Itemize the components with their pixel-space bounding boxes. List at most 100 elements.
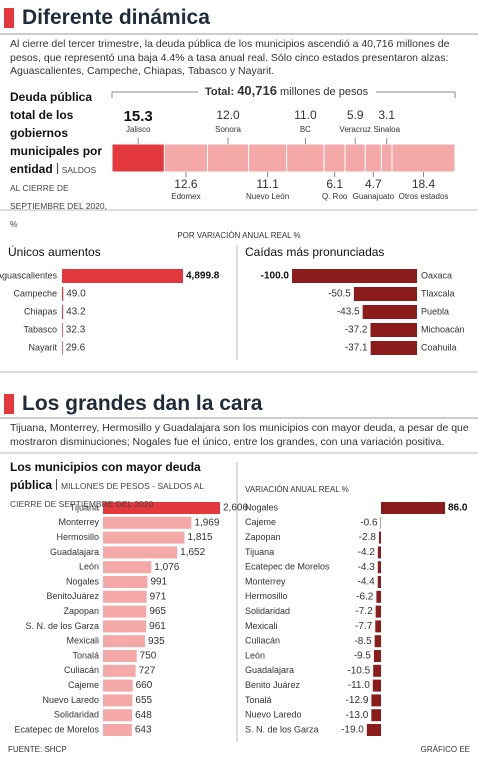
value-label: 1,815 bbox=[187, 532, 212, 543]
bar bbox=[103, 679, 133, 692]
bar bbox=[381, 502, 445, 514]
value-label: 5.9 bbox=[347, 108, 364, 122]
value-label: -13.0 bbox=[346, 710, 369, 721]
value-label: 991 bbox=[150, 577, 167, 588]
value-label: -0.6 bbox=[360, 517, 378, 528]
value-label: 727 bbox=[139, 665, 156, 676]
segment bbox=[344, 143, 366, 173]
category-label: Tabasco bbox=[23, 324, 57, 334]
bar bbox=[103, 620, 147, 633]
category-label: Solidaridad bbox=[245, 606, 290, 616]
segment bbox=[391, 143, 456, 173]
category-label: S. N. de los Garza bbox=[25, 621, 99, 631]
note: POR VARIACIÓN ANUAL REAL % bbox=[177, 231, 300, 240]
category-label: Nuevo León bbox=[246, 192, 289, 201]
bar bbox=[103, 576, 148, 588]
value-label: -4.4 bbox=[357, 577, 375, 588]
bracket-gap bbox=[198, 84, 376, 100]
category-label: León bbox=[245, 650, 265, 660]
chart-title: Deuda pública total de los gobiernos mun… bbox=[10, 90, 103, 176]
value-label: 6.1 bbox=[326, 177, 343, 191]
bar bbox=[103, 531, 185, 544]
value-label: -7.2 bbox=[355, 606, 373, 617]
value-label: 2,606 bbox=[223, 503, 248, 514]
bar bbox=[371, 694, 381, 707]
category-label: Tonalá bbox=[72, 650, 99, 660]
bar bbox=[378, 531, 381, 544]
bar bbox=[103, 709, 133, 722]
value-label: 4.7 bbox=[365, 177, 382, 191]
bar bbox=[292, 269, 417, 283]
bar bbox=[353, 287, 417, 301]
category-label: Puebla bbox=[421, 306, 449, 316]
category-label: Nogales bbox=[66, 576, 100, 586]
category-label: BenitoJuárez bbox=[46, 591, 99, 601]
category-label: Mexicali bbox=[245, 621, 278, 631]
value-label: 11.1 bbox=[256, 177, 279, 191]
segment bbox=[380, 143, 393, 173]
category-label: Q. Roo bbox=[322, 192, 348, 201]
category-label: Nuevo Laredo bbox=[245, 710, 302, 720]
value-label: -10.5 bbox=[347, 665, 370, 676]
credit: GRÁFICO EE bbox=[421, 745, 470, 754]
chart-heading: Los municipios con mayor deuda pública MI… bbox=[10, 458, 232, 512]
section-title: Diferente dinámica bbox=[22, 6, 210, 29]
value-label: 32.3 bbox=[66, 325, 86, 336]
segment bbox=[364, 143, 382, 173]
category-label: León bbox=[79, 562, 99, 572]
category-label: BC bbox=[300, 125, 311, 134]
bar bbox=[373, 664, 381, 677]
category-label: Guadalajara bbox=[245, 665, 294, 675]
value-label: -37.2 bbox=[345, 325, 368, 336]
total-unit: millones de pesos bbox=[280, 86, 369, 98]
section-text: Al cierre del tercer trimestre, la deuda… bbox=[10, 38, 450, 77]
category-label: Zapopan bbox=[245, 532, 281, 542]
bar bbox=[103, 664, 136, 677]
value-label: -4.3 bbox=[358, 562, 376, 573]
category-label: Michoacán bbox=[421, 324, 465, 334]
value-label: 1,969 bbox=[194, 517, 219, 528]
section-title: Los grandes dan la cara bbox=[22, 392, 263, 415]
value-label: 1,076 bbox=[154, 562, 179, 573]
bar bbox=[103, 650, 137, 662]
value-label: 660 bbox=[136, 680, 153, 691]
chart-title: Caídas más pronunciadas bbox=[245, 245, 384, 259]
bar bbox=[62, 269, 183, 283]
bar bbox=[103, 561, 152, 574]
bar bbox=[103, 635, 145, 648]
bar bbox=[366, 724, 381, 736]
accent bbox=[4, 394, 14, 414]
source: FUENTE: SHCP bbox=[8, 745, 67, 754]
category-label: Tijuana bbox=[70, 502, 99, 512]
value-label: 86.0 bbox=[448, 503, 468, 514]
category-label: Otros estados bbox=[399, 192, 449, 201]
separator bbox=[56, 163, 58, 175]
category-label: Sinaloa bbox=[373, 125, 400, 134]
category-label: Hermosillo bbox=[245, 591, 288, 601]
category-label: Zapopan bbox=[63, 606, 99, 616]
bar bbox=[362, 305, 417, 319]
value-label: -4.2 bbox=[358, 547, 376, 558]
value-label: 15.3 bbox=[124, 108, 153, 125]
category-label: Campeche bbox=[13, 288, 57, 298]
category-label: Guanajuato bbox=[353, 192, 395, 201]
category-label: Tonalá bbox=[245, 695, 272, 705]
category-label: Culiacán bbox=[64, 665, 99, 675]
category-label: Aguascalientes bbox=[0, 270, 57, 280]
category-label: Nuevo Laredo bbox=[42, 695, 99, 705]
category-label: Sonora bbox=[215, 125, 241, 134]
category-label: Benito Juárez bbox=[245, 680, 301, 690]
category-label: Tijuana bbox=[245, 547, 274, 557]
bar bbox=[103, 724, 132, 736]
bar bbox=[376, 590, 381, 603]
separator bbox=[56, 479, 58, 491]
category-label: Cajeme bbox=[68, 680, 99, 690]
value-label: -12.9 bbox=[346, 695, 369, 706]
bar bbox=[377, 561, 381, 574]
category-label: Guadalajara bbox=[50, 547, 99, 557]
chart-title: Los municipios con mayor deuda pública bbox=[10, 460, 201, 492]
chart-title: VARIACIÓN ANUAL REAL % bbox=[245, 485, 349, 494]
bar bbox=[375, 605, 381, 618]
value-label: 648 bbox=[135, 710, 152, 721]
value-label: -6.2 bbox=[356, 591, 374, 602]
